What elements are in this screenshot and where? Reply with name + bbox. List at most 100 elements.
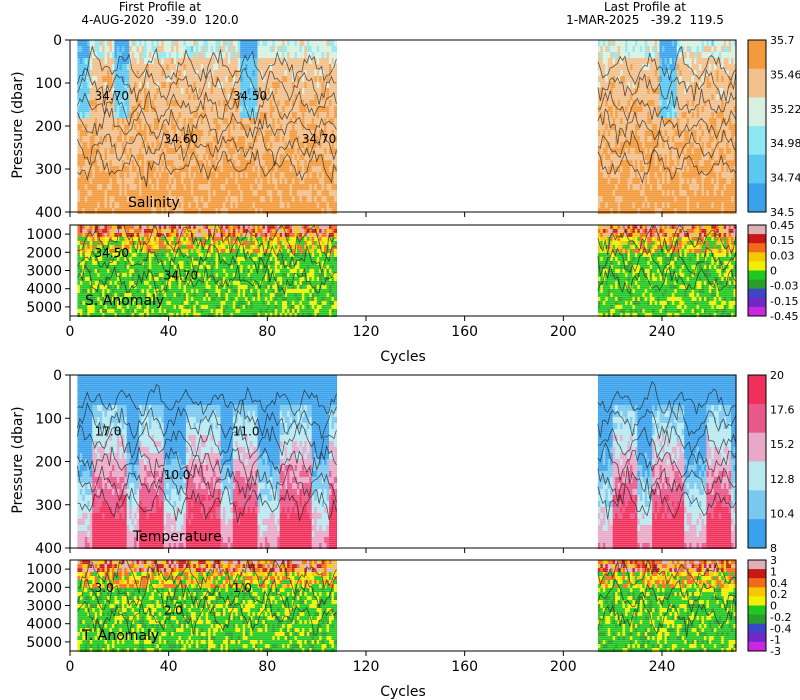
colorbar-swatch [748, 126, 766, 156]
colorbar-label: -0.4 [770, 622, 791, 635]
contour-label: 34.50 [95, 246, 129, 260]
colorbar-label: 35.46 [770, 68, 800, 81]
colorbar-label: -3 [770, 645, 781, 658]
colorbar-label: 34.98 [770, 137, 800, 150]
y-tick-label: 100 [35, 76, 62, 92]
y-tick-label: 100 [35, 411, 62, 427]
x-tick-label: 160 [451, 324, 478, 340]
colorbar-swatch [748, 261, 766, 271]
temperature-anomaly-label: T. Anomaly [81, 628, 159, 644]
colorbar-swatch [748, 97, 766, 127]
contour-label: 10.0 [164, 468, 191, 482]
colorbar-swatch [748, 490, 766, 520]
contour-label: 34.70 [302, 132, 336, 146]
y-tick-label: 3000 [26, 264, 62, 280]
x-tick-label: 160 [451, 659, 478, 675]
colorbar-label: 15.2 [770, 438, 795, 451]
y-tick-label: 200 [35, 119, 62, 135]
x-tick-label: 200 [550, 659, 577, 675]
contour-label: 17.0 [95, 425, 122, 439]
x-tick-label: 80 [258, 659, 276, 675]
colorbar-label: 0.03 [770, 249, 795, 262]
colorbar-swatch [748, 288, 766, 299]
x-tick-label: 200 [550, 324, 577, 340]
colorbar-swatch [748, 306, 766, 317]
colorbar-swatch [748, 560, 766, 570]
y-tick-label: 2000 [26, 245, 62, 261]
colorbar-label: 12.8 [770, 473, 795, 486]
y-tick-label: 400 [35, 205, 62, 221]
colorbar-swatch [748, 154, 766, 184]
header: First Profile at 4-AUG-2020 -39.0 120.0 … [81, 0, 724, 27]
colorbar-label: 8 [770, 542, 777, 555]
y-tick-label: 1000 [26, 562, 62, 578]
colorbar-swatch [748, 279, 766, 290]
temperature-ylabel: Pressure (dbar) [10, 406, 26, 513]
y-tick-label: 200 [35, 455, 62, 471]
salinity-panel: 0 100 200 300 400 34.70 34.60 34.50 34.70 35.7 35.… [35, 33, 800, 221]
colorbar-swatch [748, 375, 766, 405]
temperature-panel: 0 100 200 300 400 17.0 10.0 11.0 20 17.6 15.2 12.8 1… [35, 368, 794, 557]
last-profile-info: 1-MAR-2025 -39.2 119.5 [566, 13, 724, 27]
y-tick-label: 5000 [26, 635, 62, 651]
colorbar-label: -1 [770, 634, 781, 647]
colorbar-label: -0.45 [770, 310, 798, 323]
colorbar-label: 0 [770, 600, 777, 613]
contour-label: 2.0 [164, 604, 183, 618]
last-profile-label: Last Profile at [604, 0, 686, 14]
colorbar-label: 1 [770, 565, 777, 578]
temperature-label: Temperature [132, 529, 222, 545]
colorbar-swatch [748, 519, 766, 549]
contour-label: 1.0 [233, 581, 252, 595]
salinity-label: Salinity [128, 195, 180, 211]
salinity-anomaly-panel: 1000200030004000500034.5034.700.450.150.… [26, 219, 798, 340]
salinity-ylabel: Pressure (dbar) [10, 71, 26, 178]
x-tick-label: 240 [649, 324, 676, 340]
first-profile-label: First Profile at [119, 0, 202, 14]
x-tick-label: 240 [649, 659, 676, 675]
colorbar-label: 0 [770, 265, 777, 278]
colorbar-swatch [748, 569, 766, 579]
y-tick-label: 300 [35, 498, 62, 514]
y-tick-label: 4000 [26, 282, 62, 298]
y-tick-label: 0 [53, 368, 62, 384]
contour-label: 3.0 [95, 581, 114, 595]
colorbar-label: 0.15 [770, 234, 795, 247]
colorbar-label: 34.74 [770, 172, 800, 185]
colorbar-swatch [748, 68, 766, 98]
y-tick-label: 300 [35, 162, 62, 178]
x-tick-label: 40 [160, 659, 178, 675]
colorbar-swatch [748, 297, 766, 308]
colorbar-swatch [748, 40, 766, 70]
colorbar-label: 17.6 [770, 404, 795, 417]
colorbar-swatch [748, 183, 766, 213]
colorbar-swatch [748, 614, 766, 625]
colorbar-label: -0.2 [770, 611, 791, 624]
x-tick-label: 40 [160, 324, 178, 340]
y-tick-label: 0 [53, 33, 62, 49]
contour-label: 34.70 [95, 89, 129, 103]
first-profile-info: 4-AUG-2020 -39.0 120.0 [81, 13, 238, 27]
contour-label: 34.70 [164, 269, 198, 283]
x-tick-label: 120 [353, 659, 380, 675]
colorbar-label: 3 [770, 554, 777, 567]
colorbar-swatch [748, 432, 766, 462]
colorbar-swatch [748, 234, 766, 244]
colorbar-label: -0.03 [770, 280, 798, 293]
colorbar-swatch [748, 641, 766, 652]
contour-label: 34.60 [164, 132, 198, 146]
x-tick-label: 120 [353, 324, 380, 340]
contour-label: 11.0 [233, 425, 260, 439]
temperature-anomaly-panel: 100020003000400050003.02.01.0310.40.20-0… [26, 554, 791, 675]
colorbar-swatch [748, 461, 766, 491]
colorbar-swatch [748, 587, 766, 597]
x-tick-label: 0 [66, 659, 75, 675]
colorbar-swatch [748, 623, 766, 634]
y-tick-label: 1000 [26, 227, 62, 243]
x-tick-label: 0 [66, 324, 75, 340]
colorbar-label: 0.45 [770, 219, 795, 232]
colorbar-swatch [748, 403, 766, 434]
salinity-anomaly-label: S. Anomaly [85, 293, 164, 309]
y-tick-label: 5000 [26, 300, 62, 316]
